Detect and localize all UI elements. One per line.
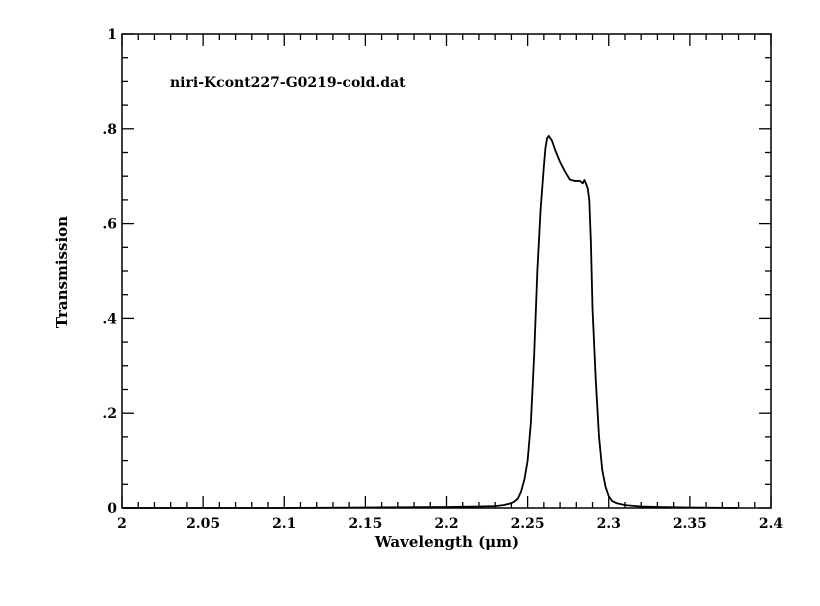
- y-tick-label: 1: [107, 27, 117, 43]
- x-tick-label: 2.3: [597, 516, 621, 532]
- plot-frame: [121, 33, 772, 509]
- y-tick-labels: 0 .2 .4 .6 .8 1: [102, 27, 117, 517]
- series-line: [122, 135, 739, 509]
- tick-marks: [121, 33, 772, 509]
- x-tick-label: 2.35: [673, 516, 707, 532]
- y-axis-title: Transmission: [53, 216, 71, 328]
- x-tick-label: 2: [117, 516, 127, 532]
- y-tick-label: 0: [107, 501, 117, 517]
- y-tick-label: .4: [102, 311, 117, 327]
- x-tick-label: 2.25: [511, 516, 545, 532]
- x-tick-label: 2.4: [759, 516, 784, 532]
- y-tick-label: .6: [102, 217, 117, 233]
- x-axis-title: Wavelength (μm): [374, 533, 519, 551]
- data-file-annotation: niri-Kcont227-G0219-cold.dat: [170, 75, 406, 91]
- x-tick-label: 2.15: [348, 516, 382, 532]
- x-tick-label: 2.2: [434, 516, 458, 532]
- x-tick-labels: 2 2.05 2.1 2.15 2.2 2.25 2.3 2.35 2.4: [117, 516, 783, 532]
- y-tick-label: .8: [102, 122, 117, 138]
- y-tick-label: .2: [102, 406, 117, 422]
- x-tick-label: 2.05: [186, 516, 220, 532]
- x-tick-label: 2.1: [272, 516, 296, 532]
